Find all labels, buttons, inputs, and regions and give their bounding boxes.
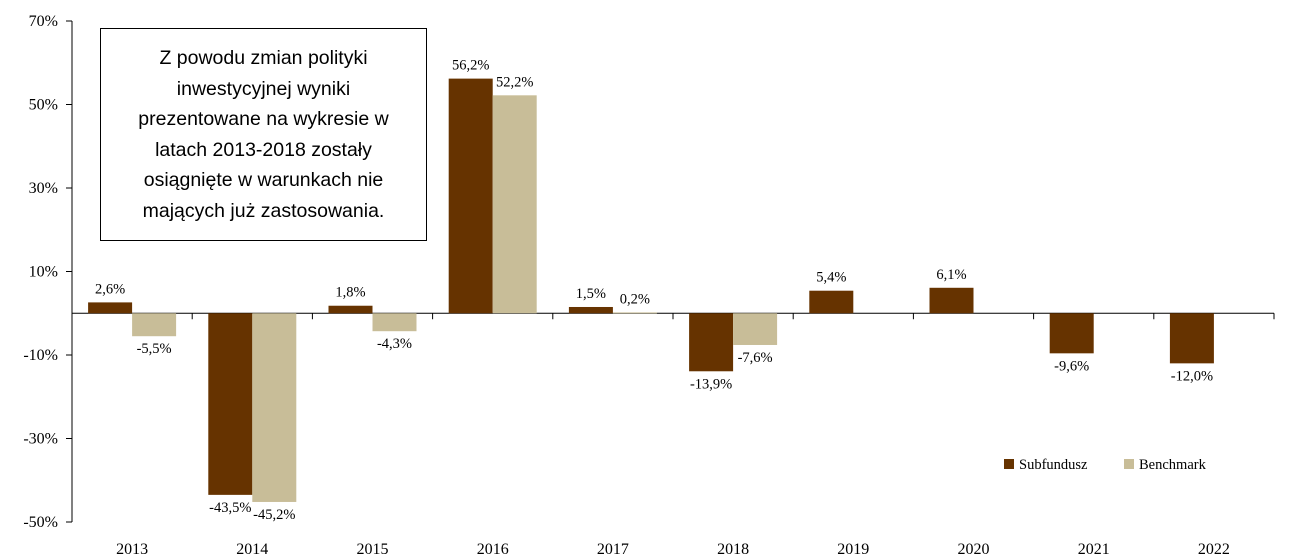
annotation-text: Z powodu zmian polityki inwestycyjnej wy… [138,47,389,222]
x-tick-label: 2015 [357,541,389,558]
data-label: 56,2% [452,58,489,74]
x-tick-label: 2018 [717,541,749,558]
data-label: -4,3% [377,336,412,352]
data-label: 2,6% [95,281,125,297]
data-label: -45,2% [253,507,295,523]
bar-subfundusz [328,305,373,314]
x-tick-label: 2019 [837,541,869,558]
bars [88,78,1214,502]
x-tick-label: 2021 [1078,541,1110,558]
bar-benchmark [372,313,417,332]
legend-label: Benchmark [1139,457,1207,473]
axes: 70% 50% 30% 10% -10% -30% -50% 2013 2014 2015 2016… [23,13,1275,558]
data-label: 6,1% [936,267,966,283]
x-tick-label: 2017 [597,541,629,558]
bar-benchmark [132,313,177,337]
x-tick-label: 2013 [116,541,148,558]
data-label: -9,6% [1054,358,1089,374]
data-label: 0,2% [620,291,650,307]
y-tick-label: 30% [29,180,58,197]
y-tick-label: -50% [23,514,58,531]
bar-subfundusz [88,302,133,314]
x-tick-label: 2016 [477,541,509,558]
bar-benchmark [733,313,778,345]
legend-swatch-subfundusz [1004,459,1014,469]
y-tick-label: 50% [29,97,58,114]
bar-subfundusz [929,287,974,314]
y-tick-label: 70% [29,13,58,30]
data-label: 1,5% [576,286,606,302]
data-label: 52,2% [496,74,533,90]
bar-subfundusz [689,313,734,372]
bar-subfundusz [809,290,854,314]
y-tick-label: -10% [23,347,58,364]
data-label: -43,5% [209,500,251,516]
x-tick-label: 2020 [958,541,990,558]
annotation-box: Z powodu zmian polityki inwestycyjnej wy… [100,28,427,241]
bar-subfundusz [568,306,613,314]
data-label: -7,6% [738,350,773,366]
data-label: -13,9% [690,376,732,392]
data-labels: 2,6% -43,5% 1,8% 56,2% 1,5% -13,9% 5,4% 6,1% -9,… [95,58,1213,523]
data-label: 1,8% [335,285,365,301]
legend: Subfundusz Benchmark [1004,457,1207,473]
bar-subfundusz [1049,313,1094,354]
x-tick-label: 2014 [236,541,268,558]
bar-subfundusz [448,78,493,314]
bar-benchmark [492,95,537,314]
data-label: 5,4% [816,270,846,286]
bar-subfundusz [1169,313,1214,364]
bar-benchmark [612,312,657,314]
y-tick-label: 10% [29,264,58,281]
y-tick-label: -30% [23,431,58,448]
bar-subfundusz [208,313,253,495]
data-label: -12,0% [1171,368,1213,384]
bar-benchmark [252,313,297,502]
legend-label: Subfundusz [1019,457,1088,473]
legend-swatch-benchmark [1124,459,1134,469]
data-label: -5,5% [137,341,172,357]
x-tick-label: 2022 [1198,541,1230,558]
